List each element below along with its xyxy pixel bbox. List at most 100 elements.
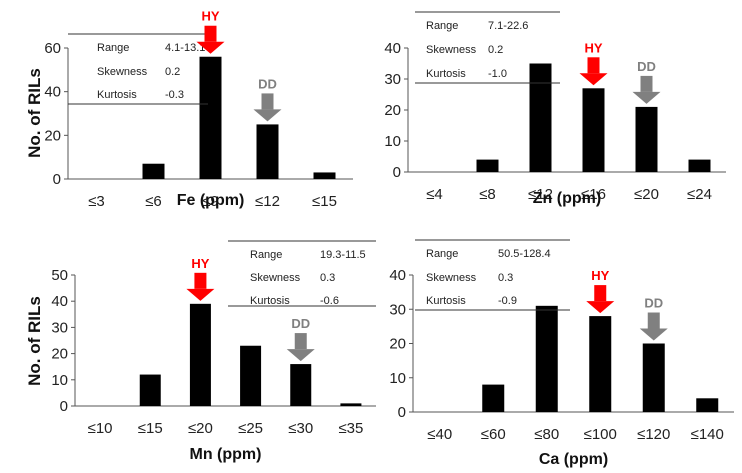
hy-arrow-shaft xyxy=(194,272,207,289)
x-tick-label: ≤100 xyxy=(584,426,617,443)
y-tick-label: 20 xyxy=(51,346,68,363)
y-tick-label: 0 xyxy=(60,398,68,415)
hy-arrow-label: HY xyxy=(591,268,609,283)
hy-arrow-head xyxy=(586,301,615,314)
stats-value: 19.3-11.5 xyxy=(320,249,366,261)
stats-value: 0.3 xyxy=(498,272,513,284)
stats-value: -0.6 xyxy=(320,295,339,307)
stats-label: Kurtosis xyxy=(426,295,466,307)
stats-value: 0.2 xyxy=(488,44,503,56)
stats-value: 0.3 xyxy=(320,272,335,284)
stats-label: Range xyxy=(426,20,458,32)
x-tick-label: ≤35 xyxy=(338,420,363,437)
y-tick-label: 20 xyxy=(389,336,406,353)
bar xyxy=(199,56,222,179)
y-tick-label: 30 xyxy=(51,319,68,336)
dd-arrow-label: DD xyxy=(637,59,656,74)
y-tick-label: 30 xyxy=(389,301,406,318)
x-axis-label: Fe (ppm) xyxy=(177,192,245,209)
y-tick-label: 30 xyxy=(384,71,401,88)
x-tick-label: ≤40 xyxy=(427,426,452,443)
stats-label: Skewness xyxy=(97,66,148,78)
stats-value: 50.5-128.4 xyxy=(498,248,551,260)
x-tick-label: ≤3 xyxy=(88,193,105,210)
x-axis-label: Ca (ppm) xyxy=(539,451,608,468)
x-tick-label: ≤30 xyxy=(288,420,313,437)
x-tick-label: ≤20 xyxy=(188,420,213,437)
y-tick-label: 10 xyxy=(389,370,406,387)
hy-arrow-shaft xyxy=(587,57,600,74)
chart-1: 0 20 40 60 ≤3 ≤6 ≤9 ≤12 ≤15 Fe (ppm) No. of RILs Ra… xyxy=(25,9,353,210)
y-tick-label: 10 xyxy=(384,133,401,150)
stats-label: Skewness xyxy=(250,272,301,284)
dd-arrow-head xyxy=(632,91,661,104)
dd-arrow-head xyxy=(286,349,315,362)
dd-arrow-label: DD xyxy=(644,296,663,311)
chart-4: 0 10 20 30 40 ≤40 ≤60 ≤80 ≤100 ≤120 ≤140 Ca (ppm) Ra… xyxy=(389,239,734,468)
stats-label: Skewness xyxy=(426,44,477,56)
chart-2: 0 10 20 30 40 ≤4 ≤8 ≤12 ≤16 ≤20 ≤24 Zn (ppm) Range 7.… xyxy=(384,11,726,207)
stats-table: Range 50.5-128.4 Skewness 0.3 Kurtosis -0.9 xyxy=(415,239,570,311)
hy-arrow-shaft xyxy=(594,285,607,302)
stats-value: 0.2 xyxy=(165,66,180,78)
dd-arrow-shaft xyxy=(647,312,660,329)
hy-arrow-label: HY xyxy=(584,40,602,55)
x-tick-label: ≤24 xyxy=(687,186,712,203)
bar xyxy=(529,63,552,172)
hy-arrow-head xyxy=(186,288,215,301)
bar xyxy=(313,172,336,179)
y-tick-label: 10 xyxy=(51,372,68,389)
bar xyxy=(635,106,658,172)
y-tick-label: 0 xyxy=(398,404,406,421)
y-tick-label: 40 xyxy=(44,84,61,101)
stats-label: Range xyxy=(250,249,282,261)
stats-label: Range xyxy=(426,248,458,260)
y-tick-label: 50 xyxy=(51,267,68,284)
x-tick-label: ≤9 xyxy=(202,193,219,210)
stats-table: Range 7.1-22.6 Skewness 0.2 Kurtosis -1.0 xyxy=(415,11,560,84)
stats-value: -0.9 xyxy=(498,295,517,307)
x-tick-label: ≤20 xyxy=(634,186,659,203)
hy-arrow-shaft xyxy=(204,25,217,42)
x-axis-label: Zn (ppm) xyxy=(533,190,601,207)
stats-value: 7.1-22.6 xyxy=(488,20,528,32)
stats-value: -1.0 xyxy=(488,68,507,80)
bar xyxy=(142,163,165,179)
stats-table: Range 19.3-11.5 Skewness 0.3 Kurtosis -0.6 xyxy=(228,240,376,307)
y-axis-label: No. of RILs xyxy=(25,68,44,158)
dd-arrow-shaft xyxy=(640,75,653,92)
stats-table: Range 4.1-13.1 Skewness 0.2 Kurtosis -0.3 xyxy=(68,33,208,105)
y-tick-label: 0 xyxy=(393,164,401,181)
stats-value: -0.3 xyxy=(165,89,184,101)
x-tick-label: ≤25 xyxy=(238,420,263,437)
stats-label: Kurtosis xyxy=(250,295,290,307)
x-tick-label: ≤140 xyxy=(691,426,724,443)
hy-arrow-head xyxy=(196,41,225,54)
x-tick-label: ≤80 xyxy=(534,426,559,443)
bar xyxy=(589,316,612,412)
bar xyxy=(340,403,362,406)
bar xyxy=(189,303,211,406)
bar xyxy=(642,343,665,412)
y-tick-label: 20 xyxy=(44,127,61,144)
dd-arrow-label: DD xyxy=(291,316,310,331)
x-tick-label: ≤60 xyxy=(481,426,506,443)
stats-label: Kurtosis xyxy=(426,68,466,80)
hy-arrow-head xyxy=(579,73,608,86)
bar xyxy=(240,345,262,406)
x-axis-label: Mn (ppm) xyxy=(190,446,262,463)
stats-label: Range xyxy=(97,42,129,54)
y-tick-label: 40 xyxy=(51,293,68,310)
x-tick-label: ≤12 xyxy=(255,193,280,210)
hy-arrow-label: HY xyxy=(201,9,219,24)
x-tick-label: ≤10 xyxy=(88,420,113,437)
y-tick-label: 40 xyxy=(384,40,401,57)
x-tick-label: ≤8 xyxy=(479,186,496,203)
bar xyxy=(290,364,312,406)
x-tick-label: ≤12 xyxy=(528,186,553,203)
bar xyxy=(482,384,505,412)
bar xyxy=(139,374,161,406)
stats-label: Kurtosis xyxy=(97,89,137,101)
stats-label: Skewness xyxy=(426,272,477,284)
